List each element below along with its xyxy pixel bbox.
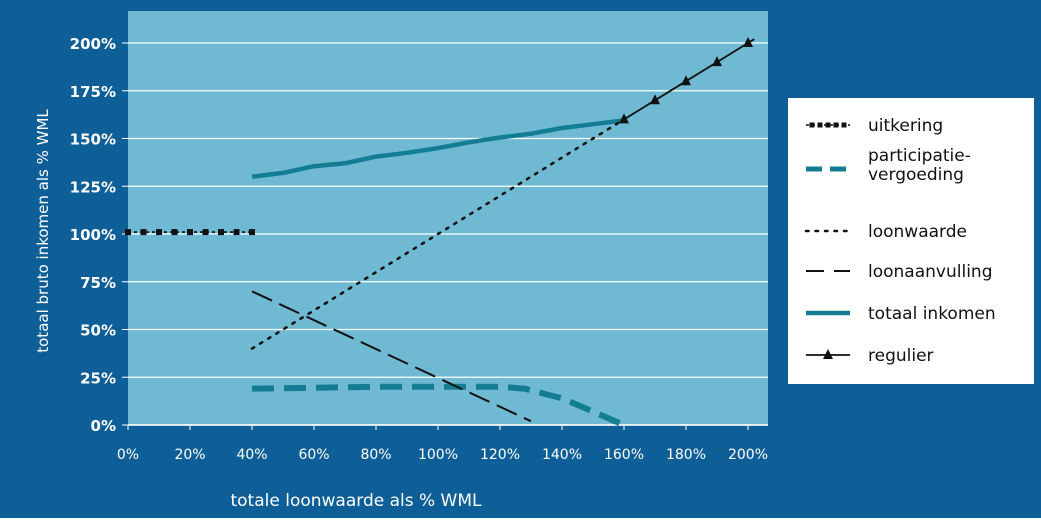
x-tick-label: 40% (236, 447, 267, 463)
x-axis-label: totale loonwaarde als % WML (230, 491, 482, 511)
series-line-totaal-inkomen (251, 118, 625, 179)
legend: uitkering participatie-vergoeding loonwaar… (788, 98, 1034, 384)
legend-label: regulier (868, 346, 934, 366)
series-layer (125, 37, 755, 428)
y-axis-ticks: 0% 25% 50% 75% 100% 125% 150% 175% 200% (70, 35, 128, 435)
legend-label: totaal inkomen (868, 304, 996, 324)
x-tick-label: 120% (480, 447, 520, 463)
data-point-uitkering (202, 229, 209, 236)
legend-label: uitkering (868, 116, 943, 136)
data-point-regulier (619, 113, 629, 124)
legend-label: loonaanvulling (868, 262, 992, 282)
y-tick-label: 125% (70, 178, 116, 196)
data-point-uitkering (249, 229, 255, 236)
data-point-uitkering (140, 229, 147, 236)
y-axis-label: totaal bruto inkomen als % WML (34, 109, 52, 353)
legend-label: loonwaarde (868, 222, 967, 242)
y-tick-label: 175% (70, 83, 116, 101)
x-tick-label: 200% (728, 447, 768, 463)
y-tick-label: 200% (70, 35, 116, 53)
y-tick-label: 50% (80, 322, 116, 340)
data-point-regulier (650, 94, 660, 105)
series-line-loonaanvulling (251, 290, 532, 423)
legend-marker (841, 122, 847, 128)
legend-marker (825, 122, 831, 128)
x-axis-ticks: 0% 20% 40% 60% 80% 100% 120% 140% 160% 180% 200% (117, 425, 768, 463)
data-point-regulier (681, 75, 691, 86)
legend-label: participatie- (868, 146, 971, 166)
data-point-uitkering (233, 229, 240, 236)
x-tick-label: 20% (174, 447, 205, 463)
legend-marker (809, 122, 815, 128)
y-tick-label: 75% (80, 274, 116, 292)
legend-marker (823, 349, 833, 359)
plot-area (128, 11, 768, 425)
legend-label: vergoeding (868, 165, 964, 185)
data-point-uitkering (125, 229, 131, 236)
x-tick-label: 60% (298, 447, 329, 463)
series-line-loonwaarde (250, 118, 626, 350)
data-point-regulier (743, 37, 753, 47)
data-point-uitkering (218, 229, 224, 236)
x-tick-label: 100% (418, 447, 458, 463)
data-point-uitkering (171, 229, 178, 236)
x-tick-label: 160% (604, 447, 644, 463)
data-point-regulier (712, 56, 722, 67)
series-line-participatie-vergoeding (251, 383, 626, 428)
x-tick-label: 180% (666, 447, 706, 463)
y-tick-label: 25% (80, 369, 116, 387)
gridlines (128, 42, 768, 426)
x-tick-label: 80% (360, 447, 391, 463)
data-point-uitkering (156, 229, 162, 236)
legend-marker (817, 122, 823, 128)
legend-box (788, 98, 1034, 384)
data-point-uitkering (187, 229, 193, 236)
legend-marker (833, 122, 839, 128)
y-tick-label: 150% (70, 131, 116, 149)
x-tick-label: 140% (542, 447, 582, 463)
x-tick-label: 0% (117, 447, 139, 463)
y-tick-label: 100% (70, 226, 116, 244)
y-tick-label: 0% (91, 417, 116, 435)
